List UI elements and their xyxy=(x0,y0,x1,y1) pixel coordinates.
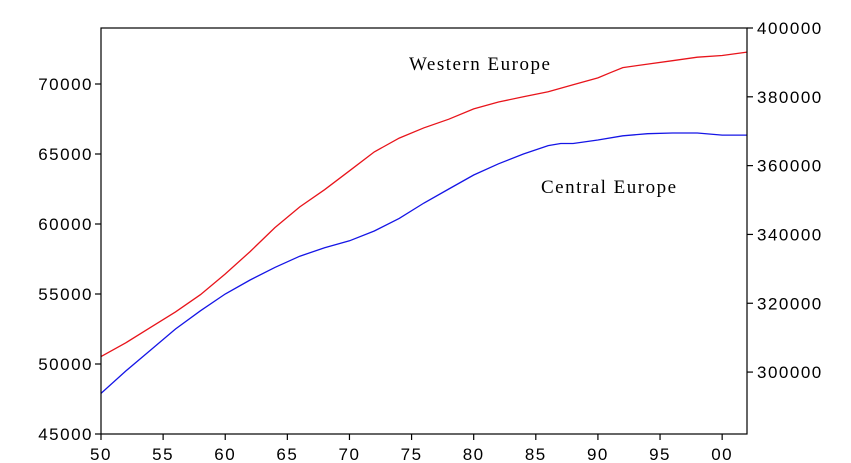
y-right-tick-label: 360000 xyxy=(757,157,823,176)
x-tick-label: 70 xyxy=(339,445,361,463)
x-tick-label: 60 xyxy=(214,445,236,463)
x-tick-label: 55 xyxy=(152,445,174,463)
y-left-tick-label: 55000 xyxy=(38,285,93,304)
y-right-tick-label: 300000 xyxy=(757,363,823,382)
y-left-tick-label: 65000 xyxy=(38,145,93,164)
x-tick-label: 85 xyxy=(525,445,547,463)
series-label-central-europe: Central Europe xyxy=(541,177,678,198)
x-tick-label: 95 xyxy=(649,445,671,463)
x-tick-label: 80 xyxy=(463,445,485,463)
x-tick-label: 90 xyxy=(587,445,609,463)
y-left-tick-label: 70000 xyxy=(38,75,93,94)
plot-frame xyxy=(100,27,748,435)
x-tick-label: 65 xyxy=(276,445,298,463)
x-axis: 50 55 60 65 70 75 80 85 90 95 00 xyxy=(90,434,733,463)
x-tick-label: 50 xyxy=(90,445,112,463)
series-line-central-europe xyxy=(100,132,747,394)
y-right-tick-label: 400000 xyxy=(757,19,823,38)
y-right-tick-label: 320000 xyxy=(757,294,823,313)
y-axis-right: 300000 320000 340000 360000 380000 400000 xyxy=(747,19,823,382)
y-left-tick-label: 60000 xyxy=(38,215,93,234)
x-tick-label: 75 xyxy=(401,445,423,463)
series-label-western-europe: Western Europe xyxy=(409,54,551,75)
x-tick-label: 00 xyxy=(711,445,733,463)
y-right-tick-label: 380000 xyxy=(757,88,823,107)
y-right-tick-label: 340000 xyxy=(757,225,823,244)
series-line-western-europe xyxy=(100,51,748,358)
y-left-tick-label: 45000 xyxy=(38,425,93,444)
y-left-tick-label: 50000 xyxy=(38,355,93,374)
y-axis-left: 45000 50000 55000 60000 65000 70000 xyxy=(38,75,101,444)
